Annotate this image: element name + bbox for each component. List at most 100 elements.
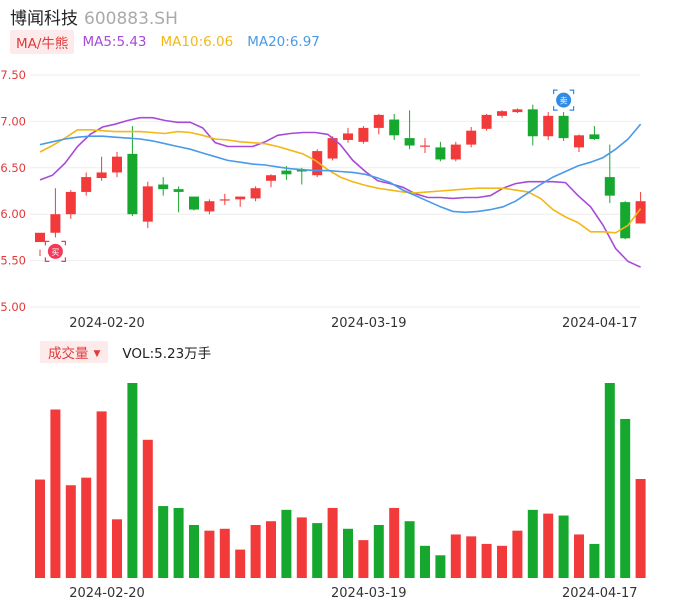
volume-bar (450, 534, 461, 578)
volume-bar (281, 509, 292, 578)
candle-body (50, 214, 61, 233)
volume-indicator-label: 成交量 (48, 345, 89, 362)
volume-bar (266, 521, 276, 578)
volume-bar (235, 549, 246, 578)
stock-code: 600883.SH (84, 9, 178, 29)
stock-name: 博闻科技 (10, 9, 78, 29)
candle-body (235, 196, 246, 200)
volume-bar (312, 523, 323, 578)
volume-bar (404, 521, 415, 578)
candle-body (296, 169, 307, 172)
volume-bar (343, 528, 353, 578)
sell-marker-badge (556, 92, 572, 108)
volume-bar (173, 507, 184, 578)
candle-body (219, 199, 230, 201)
date-tick-label: 2024-02-20 (69, 316, 145, 331)
candle-body (635, 201, 646, 224)
candle-body (266, 175, 276, 181)
candle-body (604, 177, 615, 196)
candle-body (35, 232, 45, 243)
ma5-legend: MA5:5.43 (82, 34, 147, 50)
volume-bar (466, 536, 477, 578)
ma20-line (39, 123, 642, 214)
price-tick-label: 6.50 (0, 161, 26, 175)
volume-bar (527, 509, 538, 578)
volume-bar (558, 515, 569, 578)
sell-marker-glyph: 卖 (560, 97, 568, 106)
candle-body (96, 172, 107, 179)
candle-body (173, 189, 184, 192)
volume-bar (189, 524, 199, 578)
price-tick-label: 5.50 (0, 254, 26, 268)
volume-bar (497, 545, 507, 578)
volume-bar (112, 519, 122, 578)
chevron-down-icon: ▼ (93, 348, 101, 359)
candle-body (204, 201, 215, 212)
candle-body (81, 177, 92, 192)
volume-indicator-selector[interactable]: 成交量 ▼ (40, 340, 109, 363)
volume-bar (620, 418, 631, 578)
volume-bar (81, 477, 92, 578)
volume-bar (35, 479, 45, 578)
candle-body (312, 151, 323, 176)
candle-body (435, 147, 446, 160)
volume-bar (50, 409, 61, 578)
volume-bar (65, 485, 76, 578)
price-tick-label: 6.00 (0, 207, 26, 221)
volume-bar (512, 530, 523, 578)
volume-bar (604, 383, 615, 578)
date-tick-label: 2024-03-19 (331, 316, 407, 331)
candle-body (481, 114, 492, 129)
candle-body (527, 109, 538, 137)
candle-body (558, 115, 569, 139)
volume-bar (358, 540, 369, 578)
price-tick-label: 5.00 (0, 300, 26, 314)
candle-body (389, 119, 400, 136)
volume-bar (389, 507, 400, 578)
candle-body (450, 144, 461, 160)
volume-bar (96, 411, 107, 578)
volume-value: VOL:5.23万手 (122, 345, 212, 362)
volume-date-tick-label: 2024-03-19 (331, 586, 407, 601)
buy-signal-marker: 买 (44, 240, 66, 262)
volume-bar (481, 543, 492, 578)
volume-bar (158, 506, 169, 578)
candle-body (404, 138, 415, 146)
buy-marker-frame (44, 240, 66, 262)
candle-body (574, 135, 584, 148)
buy-marker-glyph: 买 (51, 248, 59, 257)
ma10-line (39, 129, 642, 234)
candle-body (281, 170, 292, 175)
volume-bar (435, 555, 446, 578)
candle-body (327, 138, 338, 159)
ma-indicator-selector[interactable]: MA/牛熊 (10, 30, 75, 54)
candle-body (512, 109, 523, 113)
candle-body (112, 156, 122, 173)
candle-body (189, 196, 199, 210)
volume-date-tick-label: 2024-04-17 (562, 586, 638, 601)
candle-body (543, 115, 554, 137)
volume-bar (635, 478, 646, 578)
volume-bar (296, 517, 307, 578)
date-tick-label: 2024-04-17 (562, 316, 638, 331)
volume-bar (420, 545, 430, 578)
candle-body (65, 191, 76, 215)
ma20-legend: MA20:6.97 (247, 34, 320, 50)
volume-bar (219, 528, 230, 578)
candle-body (358, 127, 369, 142)
volume-bar (574, 534, 584, 578)
candle-body (343, 133, 353, 140)
candle-body (589, 134, 600, 140)
stock-header: 博闻科技 600883.SH (10, 4, 178, 29)
volume-bar (373, 524, 384, 578)
volume-bar (543, 513, 554, 578)
volume-date-tick-label: 2024-02-20 (69, 586, 145, 601)
candle-body (620, 202, 631, 239)
candle-body (466, 130, 477, 145)
candle-body (142, 186, 153, 222)
candle-body (373, 114, 384, 128)
candle-body (158, 184, 169, 190)
ma-legend: MA/牛熊 MA5:5.43 MA10:6.06 MA20:6.97 (10, 30, 334, 54)
ma10-legend: MA10:6.06 (160, 34, 234, 50)
